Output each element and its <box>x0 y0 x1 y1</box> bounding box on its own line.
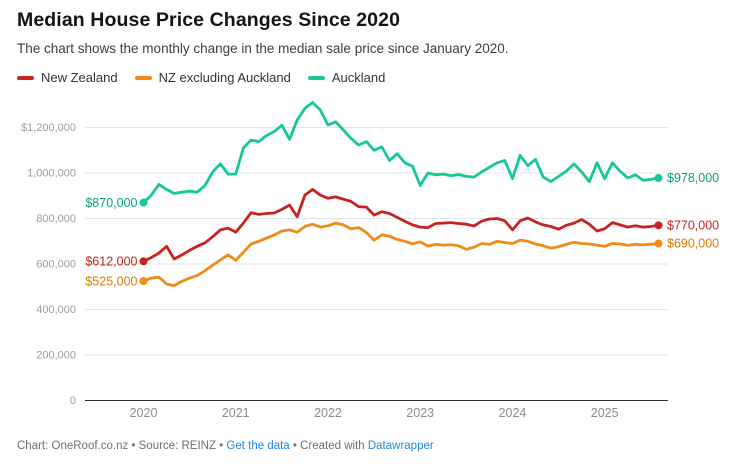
footer-attribution: Chart: OneRoof.co.nz • Source: REINZ • G… <box>17 440 434 452</box>
x-tick-label: 2023 <box>406 406 434 420</box>
series-line-auckland <box>142 101 660 205</box>
x-tick-label: 2022 <box>314 406 342 420</box>
x-tick-label: 2020 <box>130 406 158 420</box>
series-end-value-label-nz-excluding-auckland: $690,000 <box>667 237 719 251</box>
y-tick-label: 800,000 <box>36 213 76 225</box>
legend-dash-icon <box>307 75 325 80</box>
series-start-dot-nz-excluding-auckland <box>139 277 148 286</box>
series-end-dot-new-zealand <box>654 221 663 230</box>
legend-label: Auckland <box>331 70 386 85</box>
footer-text: Chart: OneRoof.co.nz • Source: REINZ • <box>17 440 227 452</box>
x-tick-label: 2025 <box>591 406 619 420</box>
y-tick-label: 0 <box>70 395 76 407</box>
series-start-value-label-nz-excluding-auckland: $525,000 <box>85 274 137 288</box>
legend-label: NZ excluding Auckland <box>158 70 291 85</box>
y-tick-label: 600,000 <box>36 259 76 271</box>
footer-text: • Created with <box>289 440 368 452</box>
y-tick-label: $1,200,000 <box>21 122 76 134</box>
y-tick-label: 400,000 <box>36 304 76 316</box>
legend-item-auckland[interactable]: Auckland <box>307 70 386 85</box>
y-tick-label: 200,000 <box>36 350 76 362</box>
series-line-nz-excluding-auckland <box>142 221 660 288</box>
series-start-dot-new-zealand <box>139 257 148 266</box>
datawrapper-link[interactable]: Datawrapper <box>367 440 434 452</box>
series-end-value-label-auckland: $978,000 <box>667 171 719 185</box>
legend-dash-icon <box>17 75 34 80</box>
y-tick-label: 1,000,000 <box>27 168 76 180</box>
legend-item-new-zealand[interactable]: New Zealand <box>17 70 118 85</box>
x-tick-label: 2024 <box>499 406 527 420</box>
series-end-dot-auckland <box>654 174 663 183</box>
series-start-value-label-auckland: $870,000 <box>85 196 137 210</box>
series-start-value-label-new-zealand: $612,000 <box>85 254 137 268</box>
legend-dash-icon <box>134 75 152 80</box>
legend: New Zealand NZ excluding Auckland Auckland <box>17 70 385 85</box>
series-start-dot-auckland <box>139 198 148 207</box>
x-tick-label: 2021 <box>222 406 250 420</box>
chart-subtitle: The chart shows the monthly change in th… <box>17 41 509 56</box>
page-title: Median House Price Changes Since 2020 <box>17 9 401 31</box>
legend-label: New Zealand <box>41 70 118 85</box>
series-line-new-zealand <box>142 187 660 263</box>
get-the-data-link[interactable]: Get the data <box>226 440 290 452</box>
series-end-dot-nz-excluding-auckland <box>654 239 663 248</box>
series-end-value-label-new-zealand: $770,000 <box>667 219 719 233</box>
legend-item-nz-excluding-auckland[interactable]: NZ excluding Auckland <box>134 70 291 85</box>
